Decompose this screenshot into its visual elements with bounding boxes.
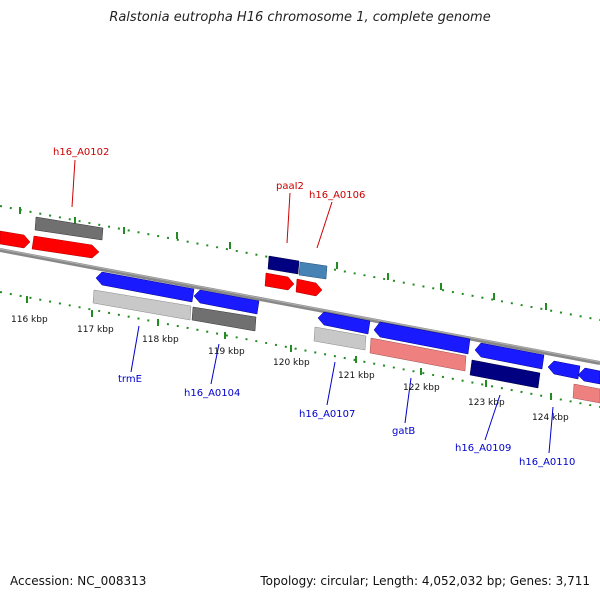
leader-line [286,192,291,244]
leader-line [71,159,76,208]
kbp-label: 116 kbp [11,315,48,325]
gene-feature[interactable] [572,383,600,404]
kbp-label: 122 kbp [403,383,440,393]
leader-line [404,377,412,424]
gene-feature[interactable] [295,278,323,297]
gene-label-trmE[interactable]: trmE [118,374,142,385]
kbp-label: 121 kbp [338,371,375,381]
kbp-label: 123 kbp [468,398,505,408]
gene-label-h16-A0107[interactable]: h16_A0107 [299,409,355,420]
gene-feature[interactable] [31,235,100,259]
backbone-highlight [0,248,600,363]
leader-line [210,343,220,385]
leader-line [326,361,336,406]
kbp-label: 120 kbp [273,358,310,368]
backbone [0,248,600,365]
gene-feature[interactable] [313,326,367,351]
lower-tick-track [0,291,600,408]
gene-feature[interactable] [193,289,260,315]
leader-line [548,406,554,454]
gene-label-h16-A0106[interactable]: h16_A0106 [309,190,365,201]
kbp-label: 117 kbp [77,325,114,335]
gene-feature-paaI2[interactable] [267,255,300,275]
gene-feature-gatB[interactable] [369,337,467,372]
gene-label-h16-A0102[interactable]: h16_A0102 [53,147,109,158]
gene-feature[interactable] [264,272,295,291]
upper-tick-track [0,205,600,321]
gene-feature-h16-A0110[interactable] [547,360,581,380]
kbp-label: 124 kbp [532,413,569,423]
genome-summary: Topology: circular; Length: 4,052,032 bp… [260,574,590,588]
gene-feature-h16-A0107[interactable] [317,311,371,335]
map-title: Ralstonia eutropha H16 chromosome 1, com… [109,10,491,25]
accession-text: Accession: NC_008313 [10,574,147,588]
leader-line [130,325,140,373]
gene-label-gatB[interactable]: gatB [392,426,415,437]
kbp-label: 119 kbp [208,347,245,357]
gene-feature-h16-A0109[interactable] [469,359,541,389]
gene-feature[interactable] [474,342,545,370]
gene-feature[interactable] [373,321,471,355]
gene-label-h16-A0104[interactable]: h16_A0104 [184,388,240,399]
gene-feature-trmE[interactable] [95,271,195,303]
gene-label-h16-A0110[interactable]: h16_A0110 [519,457,575,468]
gene-feature-h16-A0102[interactable] [34,216,104,241]
gene-feature[interactable] [0,230,31,249]
kbp-label: 118 kbp [142,335,179,345]
gene-feature-h16-A0104[interactable] [191,306,257,332]
leader-line [316,201,333,249]
gene-feature[interactable] [92,289,192,321]
gene-label-h16-A0109[interactable]: h16_A0109 [455,443,511,454]
gene-feature[interactable] [577,367,600,385]
leader-line [484,394,501,441]
gene-label-paaI2[interactable]: paaI2 [276,181,304,192]
gene-feature-h16-A0106[interactable] [298,261,328,280]
